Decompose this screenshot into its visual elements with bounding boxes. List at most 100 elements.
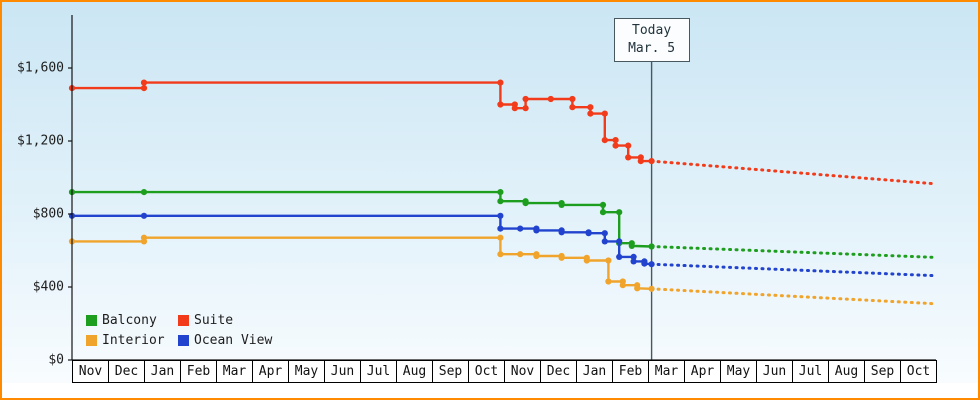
legend-swatch-balcony xyxy=(86,314,97,326)
data-point-ocean-view xyxy=(630,258,637,265)
data-point-suite xyxy=(140,79,148,86)
data-point-suite xyxy=(637,158,644,165)
data-point-interior xyxy=(517,251,524,258)
data-point-balcony xyxy=(558,201,565,208)
series-projection-ocean-view xyxy=(650,262,938,278)
data-point-balcony xyxy=(522,200,529,207)
month-label-jul-20: Jul xyxy=(792,360,829,383)
month-label-jan-14: Jan xyxy=(576,360,613,383)
month-label-sep-22: Sep xyxy=(864,360,901,383)
data-point-balcony xyxy=(599,209,607,216)
data-point-interior xyxy=(605,257,612,264)
month-label-feb-15: Feb xyxy=(612,360,649,383)
data-point-suite xyxy=(625,142,632,149)
today-date: Mar. 5 xyxy=(628,41,676,56)
legend-label: Suite xyxy=(194,312,234,328)
month-label-nov-0: Nov xyxy=(72,360,109,383)
legend-item-interior: Interior xyxy=(86,330,178,350)
today-label: Today xyxy=(632,23,672,38)
month-label-mar-16: Mar xyxy=(648,360,685,383)
data-point-suite xyxy=(601,110,608,117)
data-point-ocean-view xyxy=(601,230,608,237)
data-point-balcony xyxy=(616,209,623,216)
data-point-suite xyxy=(612,142,619,149)
data-point-suite xyxy=(569,104,576,111)
data-point-ocean-view xyxy=(601,238,608,245)
legend-item-ocean-view: Ocean View xyxy=(178,330,272,350)
data-point-ocean-view xyxy=(641,260,648,267)
month-label-jan-2: Jan xyxy=(144,360,181,383)
data-point-ocean-view xyxy=(648,261,655,268)
series-line-interior xyxy=(72,236,652,290)
bottom-margin xyxy=(2,383,978,398)
data-point-balcony xyxy=(497,189,504,196)
data-point-ocean-view xyxy=(558,229,565,236)
data-point-suite xyxy=(497,79,504,86)
data-point-suite xyxy=(547,95,554,103)
data-point-balcony xyxy=(497,198,504,205)
data-point-suite xyxy=(522,95,529,103)
x-axis-month-row: Nov Dec Jan Feb Mar Apr May Jun Jul Aug Sep Oct Nov D… xyxy=(72,360,938,383)
series-line-suite xyxy=(72,81,652,163)
data-point-ocean-view xyxy=(497,212,504,219)
data-point-interior xyxy=(605,278,612,285)
month-label-aug-21: Aug xyxy=(828,360,865,383)
data-point-suite xyxy=(140,85,148,92)
month-label-dec-1: Dec xyxy=(108,360,145,383)
legend-label: Balcony xyxy=(102,312,157,328)
month-label-apr-5: Apr xyxy=(252,360,289,383)
data-point-suite xyxy=(625,154,632,161)
data-point-interior xyxy=(648,285,655,292)
data-point-balcony xyxy=(140,189,148,196)
month-label-dec-13: Dec xyxy=(540,360,577,383)
series-projection-balcony xyxy=(650,245,938,259)
legend-item-balcony: Balcony xyxy=(86,310,178,330)
month-label-oct-11: Oct xyxy=(468,360,505,383)
data-point-interior xyxy=(140,234,148,241)
data-point-suite xyxy=(522,105,529,112)
legend-label: Interior xyxy=(102,332,165,348)
data-point-suite xyxy=(612,137,619,144)
data-point-suite xyxy=(569,95,576,103)
data-point-ocean-view xyxy=(630,253,637,260)
data-point-balcony xyxy=(628,242,635,249)
month-label-oct-23: Oct xyxy=(900,360,937,383)
series-projection-suite xyxy=(650,159,938,186)
legend: Balcony Suite Interior Ocean View xyxy=(86,310,272,350)
data-point-interior xyxy=(583,257,590,264)
data-point-interior xyxy=(497,251,504,258)
data-point-interior xyxy=(497,234,504,241)
data-point-ocean-view xyxy=(585,230,592,237)
data-point-interior xyxy=(619,282,626,289)
data-point-ocean-view xyxy=(517,225,524,232)
data-point-ocean-view xyxy=(616,238,623,245)
month-label-apr-17: Apr xyxy=(684,360,721,383)
data-point-suite xyxy=(601,137,608,144)
data-point-suite xyxy=(511,105,518,112)
month-label-feb-3: Feb xyxy=(180,360,217,383)
month-label-jun-7: Jun xyxy=(324,360,361,383)
data-point-balcony xyxy=(648,243,655,250)
data-point-balcony xyxy=(599,201,607,208)
month-label-aug-9: Aug xyxy=(396,360,433,383)
legend-item-suite: Suite xyxy=(178,310,272,330)
data-point-ocean-view xyxy=(140,212,148,219)
data-point-interior xyxy=(558,254,565,261)
data-point-suite xyxy=(587,110,594,117)
month-label-sep-10: Sep xyxy=(432,360,469,383)
data-point-interior xyxy=(634,285,641,292)
month-label-may-6: May xyxy=(288,360,325,383)
data-point-interior xyxy=(533,252,540,260)
today-marker-label-box: Today Mar. 5 xyxy=(613,18,690,62)
data-point-suite xyxy=(497,101,504,108)
series-projection-interior xyxy=(650,287,938,306)
data-point-ocean-view xyxy=(533,227,540,234)
month-label-jul-8: Jul xyxy=(360,360,397,383)
legend-swatch-interior xyxy=(86,334,97,346)
data-point-ocean-view xyxy=(616,253,623,260)
month-label-nov-12: Nov xyxy=(504,360,541,383)
legend-label: Ocean View xyxy=(194,332,273,348)
data-point-suite xyxy=(648,158,655,165)
legend-swatch-suite xyxy=(178,314,189,326)
